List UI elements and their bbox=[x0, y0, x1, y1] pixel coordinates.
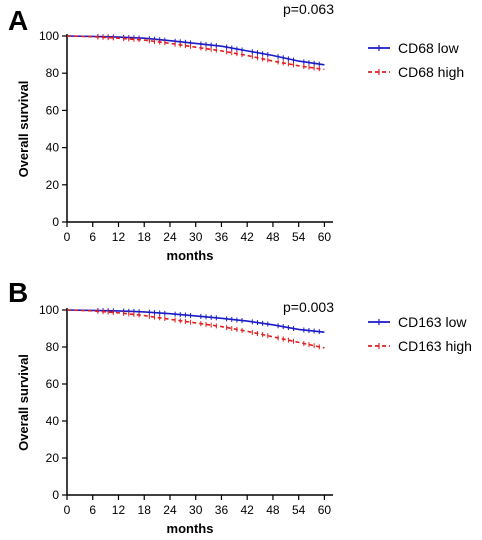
p-value-annotation: p=0.063 bbox=[283, 1, 334, 17]
panel-letter: B bbox=[8, 277, 28, 308]
y-tick-label: 20 bbox=[46, 451, 60, 465]
x-tick-label: 18 bbox=[138, 230, 152, 244]
chart-panel-a: A 0 6 12 18 24 30 36 42 48 54 60 0 20 40 60 80 100 months O… bbox=[8, 1, 464, 263]
chart-panel-b: B 0 6 12 18 24 30 36 42 48 54 60 0 20 40 60 80 100 months O… bbox=[8, 277, 472, 536]
y-tick-label: 60 bbox=[46, 377, 60, 391]
x-tick-label: 54 bbox=[292, 503, 306, 517]
panel-letter: A bbox=[8, 5, 28, 36]
x-tick-label: 0 bbox=[64, 230, 71, 244]
series-line-1 bbox=[66, 309, 325, 349]
x-tick-label: 24 bbox=[163, 503, 177, 517]
y-tick-label: 100 bbox=[39, 29, 59, 43]
y-tick-label: 100 bbox=[39, 303, 59, 317]
x-tick-label: 12 bbox=[112, 230, 126, 244]
legend-label-0: CD68 low bbox=[398, 40, 460, 56]
y-axis-label: Overall survival bbox=[16, 354, 31, 451]
x-tick-label: 6 bbox=[89, 230, 96, 244]
x-tick-label: 42 bbox=[241, 503, 255, 517]
x-tick-label: 42 bbox=[241, 230, 255, 244]
y-tick-label: 80 bbox=[46, 66, 60, 80]
x-tick-label: 0 bbox=[64, 503, 71, 517]
x-axis-label: months bbox=[167, 248, 214, 263]
y-axis-label: Overall survival bbox=[16, 81, 31, 178]
x-tick-label: 36 bbox=[215, 503, 229, 517]
y-tick-label: 40 bbox=[46, 141, 60, 155]
legend-label-1: CD68 high bbox=[398, 64, 464, 80]
x-tick-label: 24 bbox=[163, 230, 177, 244]
x-tick-label: 60 bbox=[318, 503, 332, 517]
x-tick-label: 48 bbox=[266, 503, 280, 517]
x-axis-label: months bbox=[167, 521, 214, 536]
x-tick-label: 30 bbox=[189, 503, 203, 517]
series-line-1 bbox=[66, 35, 325, 71]
x-tick-label: 54 bbox=[292, 230, 306, 244]
legend-label-1: CD163 high bbox=[398, 338, 472, 354]
x-tick-label: 60 bbox=[318, 230, 332, 244]
x-tick-label: 48 bbox=[266, 230, 280, 244]
legend-label-0: CD163 low bbox=[398, 314, 467, 330]
series-line-0 bbox=[66, 309, 325, 333]
x-tick-label: 6 bbox=[89, 503, 96, 517]
series-line-0 bbox=[66, 35, 325, 66]
y-tick-label: 80 bbox=[46, 340, 60, 354]
y-tick-label: 0 bbox=[52, 488, 59, 502]
y-tick-label: 0 bbox=[52, 215, 59, 229]
y-tick-label: 40 bbox=[46, 414, 60, 428]
y-tick-label: 60 bbox=[46, 103, 60, 117]
x-tick-label: 12 bbox=[112, 503, 126, 517]
x-tick-label: 18 bbox=[138, 503, 152, 517]
x-tick-label: 36 bbox=[215, 230, 229, 244]
p-value-annotation: p=0.003 bbox=[283, 299, 334, 315]
x-tick-label: 30 bbox=[189, 230, 203, 244]
y-tick-label: 20 bbox=[46, 178, 60, 192]
